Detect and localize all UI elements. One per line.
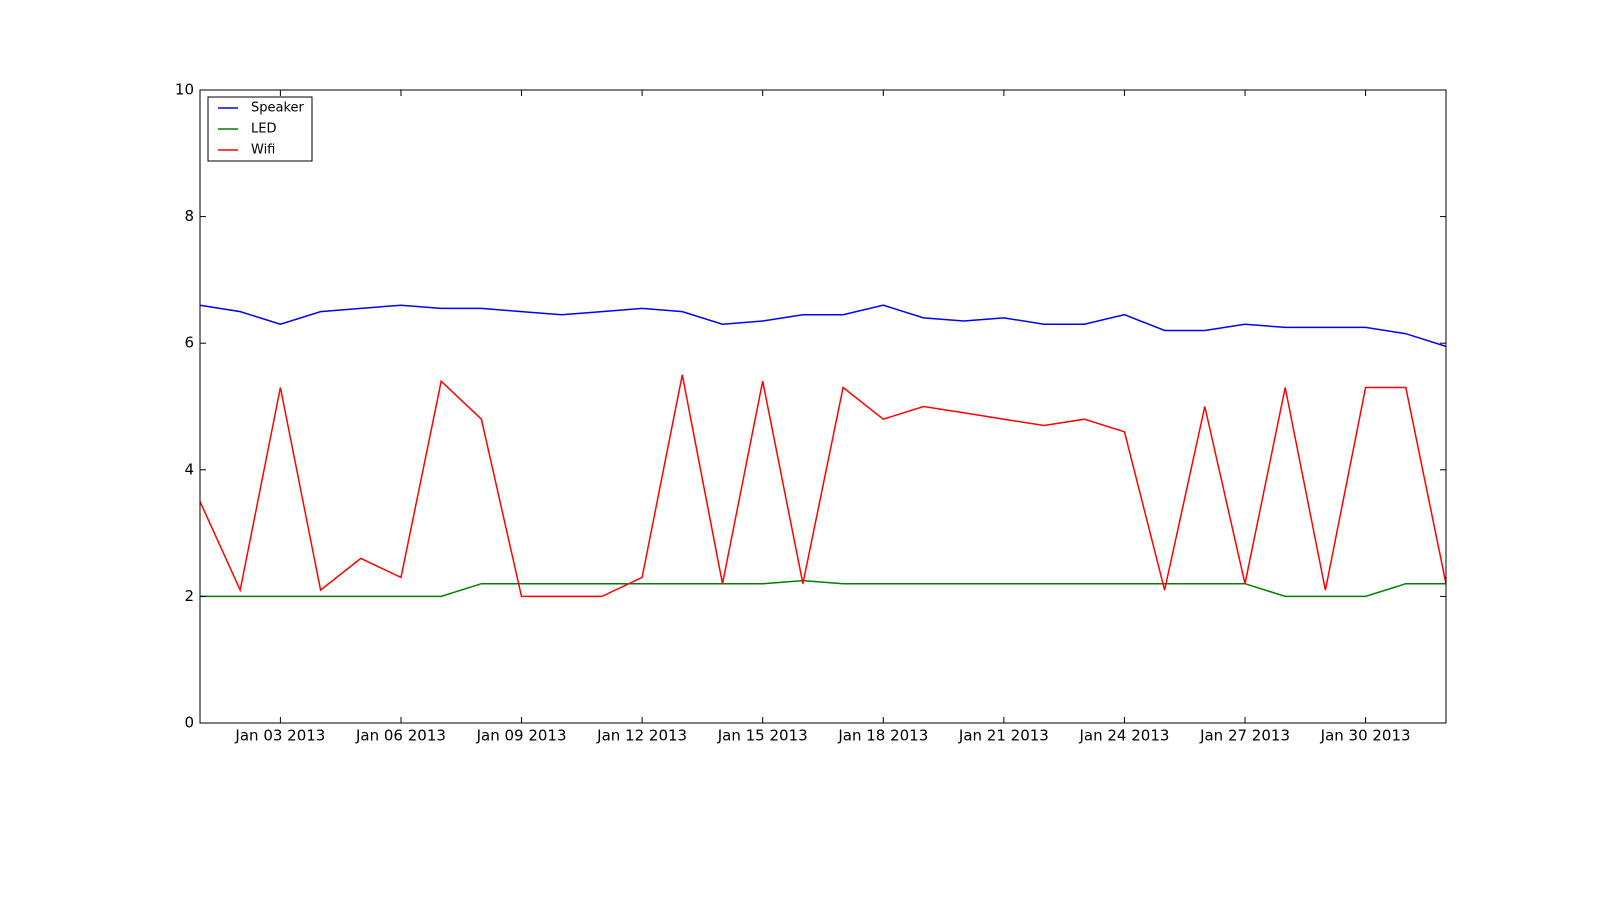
y-tick-label: 0	[184, 714, 194, 732]
x-tick-label: Jan 09 2013	[476, 727, 567, 745]
legend-label: Speaker	[251, 101, 305, 116]
series-line	[200, 579, 1446, 598]
series-line	[199, 374, 1447, 598]
x-tick-label: Jan 06 2013	[355, 727, 446, 745]
y-tick-label: 2	[184, 587, 194, 605]
x-tick-label: Jan 12 2013	[596, 727, 687, 745]
legend-label: LED	[251, 122, 276, 137]
x-tick-label: Jan 03 2013	[234, 727, 325, 745]
y-tick-label: 4	[184, 460, 194, 478]
y-tick-label: 8	[184, 207, 194, 225]
series-line	[199, 304, 1447, 348]
y-tick-label: 10	[175, 81, 194, 99]
x-tick-label: Jan 30 2013	[1320, 727, 1411, 745]
legend: Speaker LED Wifi	[207, 96, 313, 162]
x-tick-label: Jan 18 2013	[837, 727, 928, 745]
x-tick-label: Jan 24 2013	[1078, 727, 1169, 745]
legend-label: Wifi	[251, 143, 275, 158]
x-tick-label: Jan 15 2013	[717, 727, 808, 745]
y-tick-label: 6	[184, 334, 194, 352]
x-tick-label: Jan 21 2013	[958, 727, 1049, 745]
x-tick-label: Jan 27 2013	[1199, 727, 1290, 745]
plot-frame	[199, 89, 1447, 724]
